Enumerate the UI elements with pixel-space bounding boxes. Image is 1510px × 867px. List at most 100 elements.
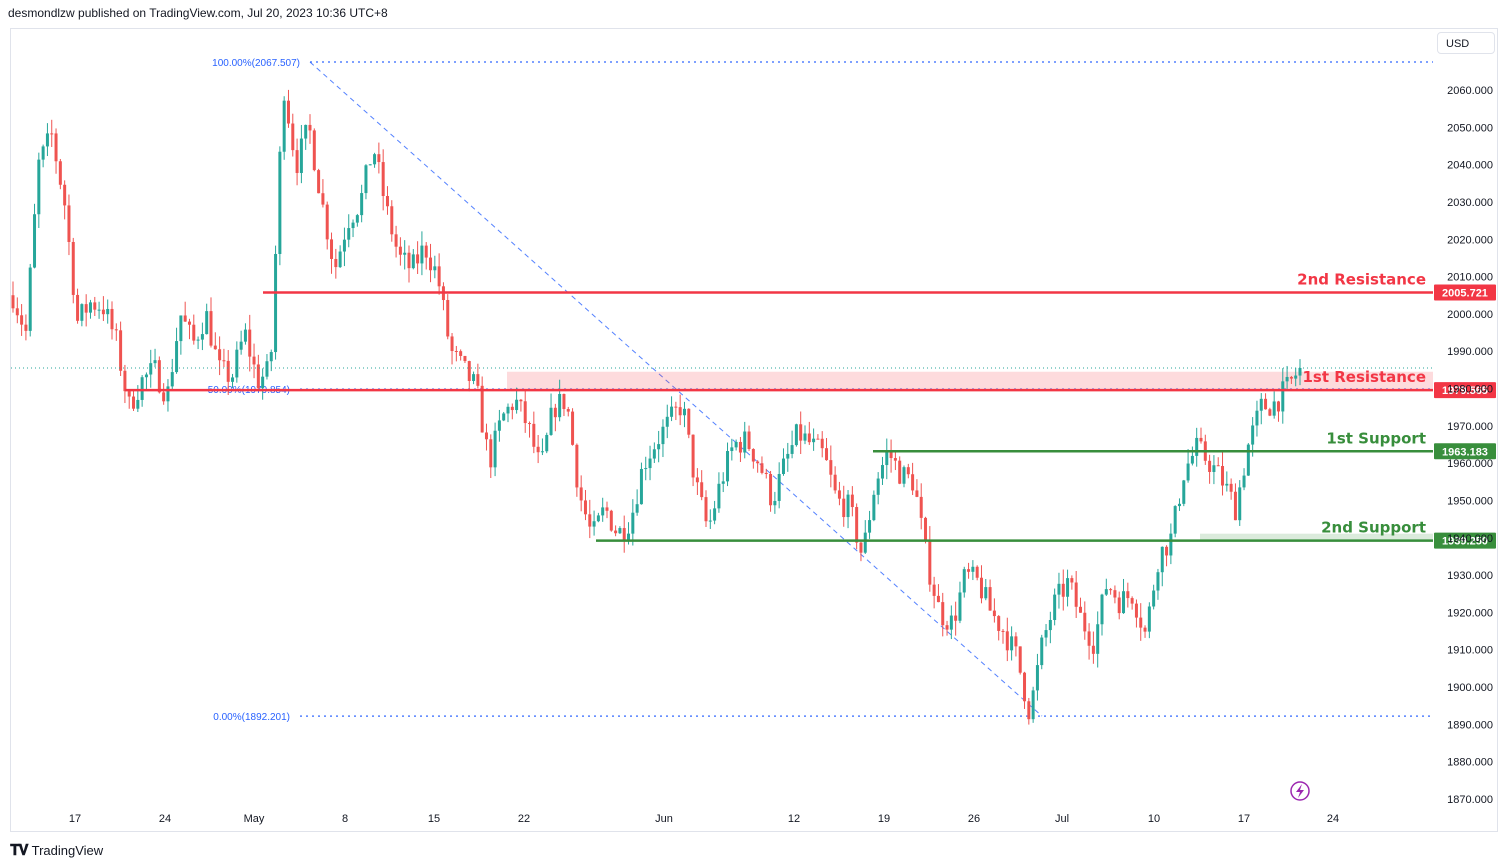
candle xyxy=(609,509,613,532)
candle xyxy=(325,201,329,250)
candle-body xyxy=(928,540,932,585)
candle-body xyxy=(93,302,97,310)
candle xyxy=(1152,584,1156,610)
currency-button[interactable]: USD xyxy=(1437,32,1495,54)
candle xyxy=(1285,365,1289,390)
candle-body xyxy=(730,447,734,452)
candle xyxy=(1066,569,1070,607)
candle xyxy=(200,322,204,351)
candle-body xyxy=(342,239,346,252)
candle xyxy=(476,363,480,389)
candle xyxy=(984,579,988,601)
candle xyxy=(665,404,669,439)
candle xyxy=(588,499,592,539)
candle-body xyxy=(601,507,605,516)
candle xyxy=(575,443,579,497)
candle-body xyxy=(187,321,191,325)
candle xyxy=(1143,625,1147,638)
x-tick-label: Jul xyxy=(1055,813,1069,825)
candle xyxy=(794,423,798,447)
candle xyxy=(1195,427,1199,467)
candle-body xyxy=(1117,597,1121,614)
candle xyxy=(403,240,407,270)
candle-body xyxy=(893,458,897,461)
footer-branding[interactable]: 𝐓𝐕 TradingView xyxy=(10,842,103,859)
candle-body xyxy=(1010,636,1014,651)
price-tag-bg xyxy=(1434,284,1496,301)
candle-body xyxy=(863,532,867,553)
time-axis: 17 24 May 8 15 22 Jun 12 19 26 Jul 10 17 24 xyxy=(69,813,1339,825)
candle-body xyxy=(54,133,58,162)
candle-body xyxy=(807,433,811,443)
candle xyxy=(1087,623,1091,660)
candle-body xyxy=(299,138,303,173)
candle-body xyxy=(407,252,411,269)
x-tick-label: 22 xyxy=(518,813,530,825)
candle-body xyxy=(235,349,239,378)
candle-body xyxy=(885,451,889,466)
candle-body xyxy=(816,438,820,440)
candle-body xyxy=(868,520,872,533)
candle-body xyxy=(876,478,880,495)
candle-body xyxy=(1005,631,1009,651)
candle-body xyxy=(355,215,359,223)
candle xyxy=(1225,471,1229,492)
candle-body xyxy=(1238,487,1242,521)
candle-body xyxy=(166,386,170,402)
candle-body xyxy=(545,434,549,452)
candle xyxy=(915,479,919,498)
candle xyxy=(670,396,674,422)
candle xyxy=(756,460,760,473)
candle-body xyxy=(1156,572,1160,591)
candle xyxy=(523,389,527,433)
candle-body xyxy=(880,465,884,479)
candle-body xyxy=(304,124,308,139)
candle-body xyxy=(941,602,945,626)
candle-body xyxy=(657,444,661,450)
candle xyxy=(1212,455,1216,485)
candle-body xyxy=(308,124,312,131)
candle xyxy=(519,398,523,412)
candle xyxy=(1104,578,1108,596)
candle-body xyxy=(41,146,45,160)
candle-body xyxy=(67,205,71,242)
candle xyxy=(708,509,712,529)
candle-body xyxy=(502,413,506,421)
candle xyxy=(631,499,635,546)
candle xyxy=(84,294,88,327)
candle xyxy=(790,430,794,459)
candle xyxy=(106,299,110,324)
candle-body xyxy=(119,330,123,371)
candle xyxy=(786,442,790,472)
candle-body xyxy=(50,133,54,135)
candle xyxy=(1023,671,1027,709)
candle xyxy=(295,138,299,186)
candle xyxy=(196,336,200,350)
candle xyxy=(506,403,510,423)
candle xyxy=(1031,686,1035,723)
candle-body xyxy=(222,360,226,362)
candle xyxy=(80,303,84,327)
candle xyxy=(1083,601,1087,640)
candle-body xyxy=(1221,466,1225,486)
candle xyxy=(1010,626,1014,661)
candle xyxy=(274,245,278,360)
candle-body xyxy=(484,432,488,440)
candle xyxy=(1139,603,1143,641)
price-tag: 1963.183 xyxy=(1434,443,1496,460)
candle xyxy=(33,203,37,269)
candle xyxy=(407,245,411,283)
candle xyxy=(286,89,290,128)
y-tick-label: 2050.000 xyxy=(1447,122,1493,134)
y-tick-label: 1940.000 xyxy=(1447,533,1493,545)
candle xyxy=(510,403,514,420)
candle xyxy=(1053,588,1057,626)
candle xyxy=(764,468,768,479)
price-tag-value: 1979.565 xyxy=(1442,385,1488,397)
candle-body xyxy=(1040,637,1044,666)
candle xyxy=(911,462,915,496)
candle-body xyxy=(670,406,674,417)
candle-body xyxy=(1242,475,1246,488)
candle-body xyxy=(773,500,777,506)
